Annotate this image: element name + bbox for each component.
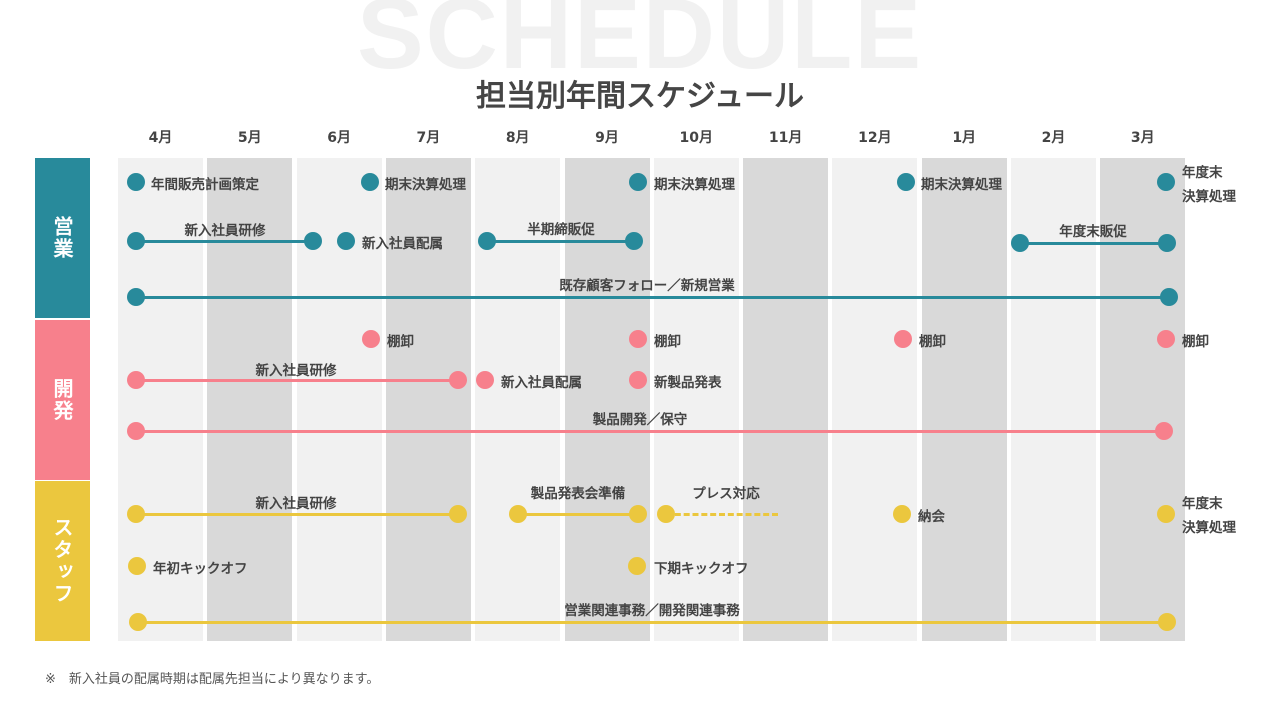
- milestone-dot: [127, 232, 145, 250]
- event-label: 棚卸: [387, 334, 414, 350]
- event-label: 新入社員研修: [184, 223, 266, 239]
- event-label: 決算処理: [1182, 520, 1236, 536]
- milestone-dot: [449, 505, 467, 523]
- milestone-dot: [476, 371, 494, 389]
- event-label: 年間販売計画策定: [151, 177, 259, 193]
- milestone-dot: [629, 330, 647, 348]
- event-label: 棚卸: [919, 334, 946, 350]
- period-bar: [487, 239, 634, 243]
- milestone-dot: [127, 173, 145, 191]
- month-column: [921, 158, 1007, 641]
- milestone-dot: [449, 371, 467, 389]
- milestone-dot: [1157, 505, 1175, 523]
- event-label: 納会: [918, 509, 945, 525]
- milestone-dot: [127, 288, 145, 306]
- month-column: [743, 158, 829, 641]
- milestone-dot: [657, 505, 675, 523]
- event-label: 棚卸: [654, 334, 681, 350]
- month-label: 9月: [595, 130, 619, 146]
- event-label: 期末決算処理: [654, 177, 735, 193]
- category-sales: 営業: [35, 158, 90, 318]
- watermark-schedule: SCHEDULE: [356, 0, 924, 90]
- category-dev: 開発: [35, 320, 90, 480]
- event-label: 新入社員研修: [255, 496, 337, 512]
- milestone-dot: [893, 505, 911, 523]
- event-label: 既存顧客フォロー／新規営業: [559, 278, 735, 294]
- event-label: 年度末: [1182, 496, 1223, 512]
- milestone-dot: [1158, 234, 1176, 252]
- event-label: 年度末販促: [1059, 224, 1127, 240]
- milestone-dot: [629, 371, 647, 389]
- event-label: 棚卸: [1182, 334, 1209, 350]
- event-label: 下期キックオフ: [654, 561, 749, 577]
- month-label: 5月: [237, 130, 262, 146]
- month-label: 4月: [148, 130, 173, 146]
- category-staff: スタッフ: [35, 481, 90, 641]
- event-label: 営業関連事務／開発関連事務: [564, 603, 740, 619]
- event-label: 製品開発／保守: [592, 412, 688, 428]
- month-label: 7月: [416, 130, 441, 146]
- period-bar: [138, 620, 1167, 624]
- event-label: 年度末: [1182, 165, 1223, 181]
- event-label: 半期締販促: [527, 222, 595, 238]
- month-label: 6月: [327, 130, 351, 146]
- milestone-dot: [478, 232, 496, 250]
- period-bar: [136, 239, 313, 243]
- event-label: 新入社員研修: [255, 363, 337, 379]
- milestone-dot: [509, 505, 527, 523]
- milestone-dot: [1155, 422, 1173, 440]
- milestone-dot: [129, 613, 147, 631]
- month-label: 1月: [952, 130, 977, 146]
- milestone-dot: [897, 173, 915, 191]
- month-label: 2月: [1041, 130, 1066, 146]
- event-label: 年初キックオフ: [153, 561, 248, 577]
- milestone-dot: [127, 505, 145, 523]
- milestone-dot: [128, 557, 146, 575]
- milestone-dot: [1160, 288, 1178, 306]
- period-bar: [136, 429, 1164, 433]
- event-label: 新入社員配属: [501, 375, 582, 391]
- milestone-dot: [1011, 234, 1029, 252]
- month-label: 8月: [505, 130, 530, 146]
- milestone-dot: [1157, 330, 1175, 348]
- milestone-dot: [362, 330, 380, 348]
- event-label: 新製品発表: [654, 375, 722, 391]
- period-bar: [518, 512, 638, 516]
- event-label: プレス対応: [692, 486, 760, 502]
- milestone-dot: [127, 422, 145, 440]
- milestone-dot: [625, 232, 643, 250]
- milestone-dot: [629, 505, 647, 523]
- footnote: ※ 新入社員の配属時期は配属先担当により異なります。: [45, 672, 380, 687]
- month-column: [385, 158, 471, 641]
- month-column: [832, 158, 918, 641]
- milestone-dot: [1158, 613, 1176, 631]
- month-label: 3月: [1130, 130, 1155, 146]
- period-bar: [136, 512, 458, 516]
- milestone-dot: [1157, 173, 1175, 191]
- event-label: 期末決算処理: [921, 177, 1002, 193]
- milestone-dot: [628, 557, 646, 575]
- milestone-dot: [894, 330, 912, 348]
- milestone-dot: [127, 371, 145, 389]
- page-title: 担当別年間スケジュール: [476, 79, 804, 114]
- dashed-bar: [666, 512, 778, 516]
- event-label: 製品発表会準備: [530, 486, 626, 502]
- period-bar: [136, 378, 458, 382]
- milestone-dot: [337, 232, 355, 250]
- month-column: [296, 158, 382, 641]
- month-label: 11月: [768, 130, 803, 146]
- month-column: [207, 158, 293, 641]
- milestone-dot: [361, 173, 379, 191]
- month-label: 12月: [858, 130, 892, 146]
- event-label: 新入社員配属: [362, 236, 443, 252]
- month-label: 10月: [679, 130, 714, 146]
- milestone-dot: [629, 173, 647, 191]
- milestone-dot: [304, 232, 322, 250]
- month-column: [653, 158, 739, 641]
- event-label: 決算処理: [1182, 189, 1236, 205]
- period-bar: [136, 295, 1169, 299]
- event-label: 期末決算処理: [385, 177, 466, 193]
- period-bar: [1020, 241, 1167, 245]
